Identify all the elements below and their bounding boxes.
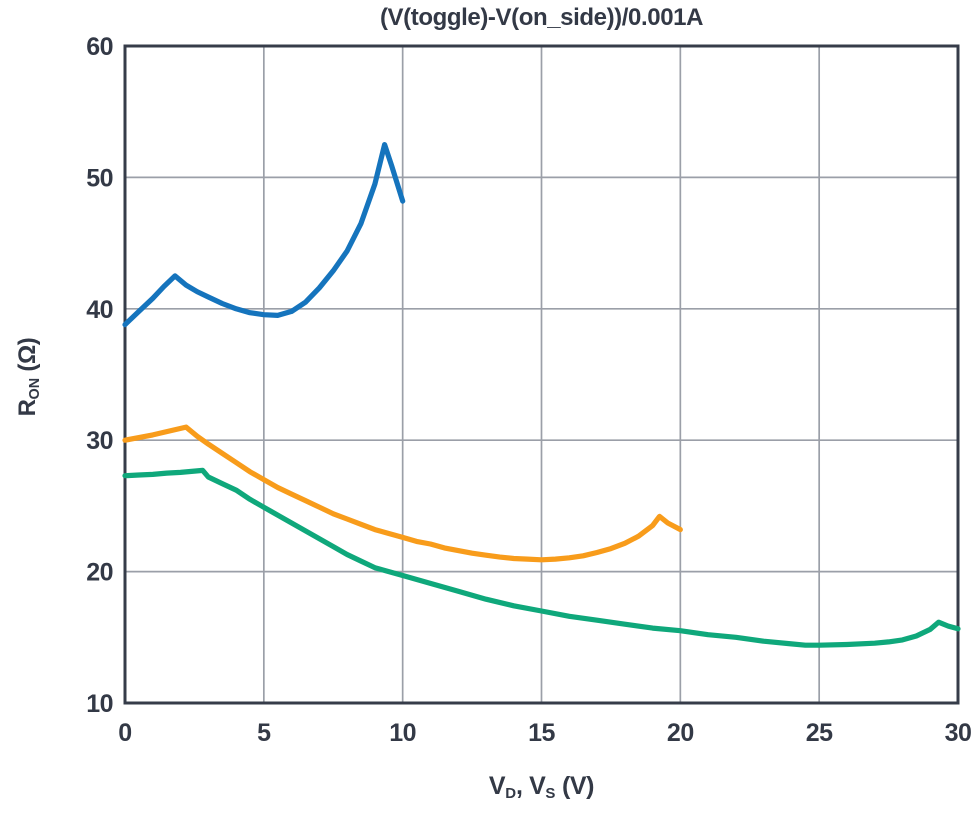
y-tick-label: 50 (86, 164, 113, 192)
x-tick-label: 20 (667, 719, 694, 747)
y-axis-label-symbol: R (14, 399, 41, 417)
x-tick-label: 0 (118, 719, 131, 747)
x-axis-label-symbol-2: , V (516, 772, 546, 800)
x-axis-label-symbol-1: V (488, 772, 506, 800)
x-tick-label: 5 (257, 719, 271, 747)
x-axis-label: VD, VS (V) (125, 772, 958, 802)
x-axis-label-subscript-2: S (545, 785, 556, 803)
series-green-curve (122, 467, 961, 648)
y-axis-label-subscript: ON (27, 377, 44, 400)
y-tick-label: 30 (86, 427, 113, 455)
series-orange-curve (122, 424, 683, 563)
chart-title: (V(toggle)-V(on_side))/0.001A (379, 4, 704, 31)
y-tick-label: 60 (86, 33, 113, 61)
series-blue-curve (122, 142, 406, 328)
x-tick-label: 10 (389, 719, 416, 747)
y-axis-label: RON (Ω) (14, 277, 46, 477)
x-tick-label: 15 (528, 719, 555, 747)
x-tick-label: 30 (945, 719, 972, 747)
x-axis-label-unit: (V) (555, 772, 595, 800)
y-tick-label: 40 (86, 296, 113, 324)
x-tick-label: 25 (806, 719, 833, 747)
y-tick-label: 10 (86, 690, 113, 718)
x-axis-label-subscript-1: D (505, 785, 517, 803)
plot-border (123, 44, 960, 705)
y-axis-label-unit: (Ω) (14, 337, 41, 378)
y-tick-label: 20 (86, 559, 113, 587)
